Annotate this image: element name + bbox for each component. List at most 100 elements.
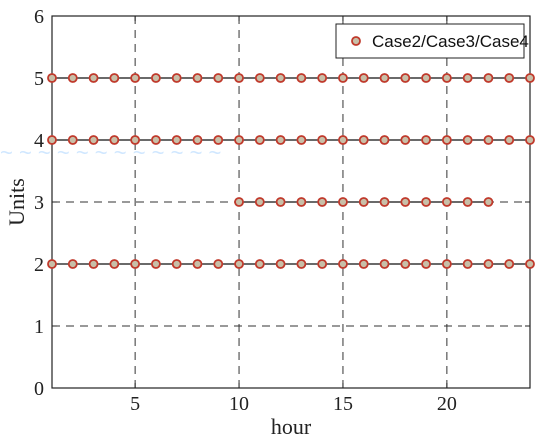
svg-text:~ ~ ~ ~ ~ ~ ~ ~ ~ ~ ~ ~: ~ ~ ~ ~ ~ ~ ~ ~ ~ ~ ~ ~ — [0, 140, 221, 165]
data-point — [421, 197, 431, 207]
data-point — [504, 135, 515, 145]
data-point — [171, 259, 182, 269]
data-point — [234, 135, 244, 145]
data-point — [213, 135, 224, 145]
data-point — [192, 73, 203, 83]
data-point — [379, 73, 390, 83]
data-point — [400, 135, 411, 145]
x-axis-label: hour — [271, 414, 312, 439]
data-point — [462, 259, 473, 269]
data-point — [338, 135, 348, 145]
data-point — [275, 135, 286, 145]
data-point — [67, 135, 78, 145]
data-point — [317, 259, 328, 269]
data-point — [379, 197, 390, 207]
y-tick-label: 1 — [34, 316, 44, 338]
data-points — [47, 73, 535, 269]
data-point — [441, 197, 452, 207]
y-tick-label: 2 — [34, 254, 44, 276]
data-point — [234, 259, 244, 269]
data-point — [130, 259, 141, 269]
data-point — [254, 135, 265, 145]
data-point — [171, 73, 182, 83]
data-point — [358, 73, 369, 83]
data-point — [338, 197, 348, 207]
data-point — [462, 73, 473, 83]
data-point — [130, 135, 141, 145]
data-point — [192, 135, 203, 145]
data-point — [421, 73, 431, 83]
data-point — [109, 135, 120, 145]
data-point — [462, 135, 473, 145]
data-point — [130, 73, 141, 83]
data-point — [296, 197, 307, 207]
x-tick-label: 15 — [333, 393, 353, 415]
y-tick-label: 6 — [34, 6, 44, 28]
y-axis-label: Units — [4, 178, 29, 226]
legend: Case2/Case3/Case4 — [335, 23, 529, 59]
data-point — [525, 135, 535, 145]
data-point — [400, 197, 411, 207]
data-point — [338, 73, 348, 83]
x-tick-label: 20 — [437, 393, 457, 415]
data-point — [88, 259, 99, 269]
data-point — [192, 259, 203, 269]
data-point — [47, 73, 57, 83]
data-point — [171, 135, 182, 145]
y-tick-label: 3 — [34, 192, 44, 214]
data-point — [379, 135, 390, 145]
data-point — [483, 259, 494, 269]
data-point — [151, 73, 161, 83]
data-point — [254, 73, 265, 83]
x-tick-label: 5 — [130, 393, 140, 415]
data-point — [151, 259, 161, 269]
y-tick-label: 0 — [34, 378, 44, 400]
data-point — [234, 73, 244, 83]
data-point — [317, 73, 328, 83]
data-point — [151, 135, 161, 145]
data-point — [483, 135, 494, 145]
data-point — [317, 135, 328, 145]
watermark: ~ ~ ~ ~ ~ ~ ~ ~ ~ ~ ~ ~ — [0, 140, 221, 165]
data-point — [109, 259, 120, 269]
series-connectors — [52, 77, 530, 265]
data-point — [296, 73, 307, 83]
axis-ticks: 5 10 15 20 0 1 2 3 4 5 6 — [34, 6, 530, 415]
data-point — [234, 197, 244, 207]
data-point — [358, 259, 369, 269]
legend-label: Case2/Case3/Case4 — [372, 32, 529, 51]
data-point — [213, 259, 224, 269]
data-point — [483, 197, 494, 207]
data-point — [421, 259, 431, 269]
data-point — [421, 135, 431, 145]
legend-box — [335, 23, 525, 59]
data-point — [504, 259, 515, 269]
data-point — [296, 259, 307, 269]
data-point — [213, 73, 224, 83]
data-point — [400, 259, 411, 269]
y-tick-label: 4 — [34, 130, 44, 152]
data-point — [275, 259, 286, 269]
data-point — [525, 73, 535, 83]
data-point — [47, 259, 57, 269]
data-point — [88, 135, 99, 145]
data-point — [67, 259, 78, 269]
data-point — [462, 197, 473, 207]
data-point — [275, 73, 286, 83]
data-point — [525, 259, 535, 269]
x-tick-label: 10 — [229, 393, 249, 415]
data-point — [88, 73, 99, 83]
data-point — [441, 73, 452, 83]
data-point — [109, 73, 120, 83]
y-tick-label: 5 — [34, 68, 44, 90]
data-point — [358, 135, 369, 145]
data-point — [504, 73, 515, 83]
data-point — [358, 197, 369, 207]
data-point — [67, 73, 78, 83]
data-point — [379, 259, 390, 269]
data-point — [275, 197, 286, 207]
data-point — [441, 135, 452, 145]
data-point — [254, 259, 265, 269]
data-point — [296, 135, 307, 145]
